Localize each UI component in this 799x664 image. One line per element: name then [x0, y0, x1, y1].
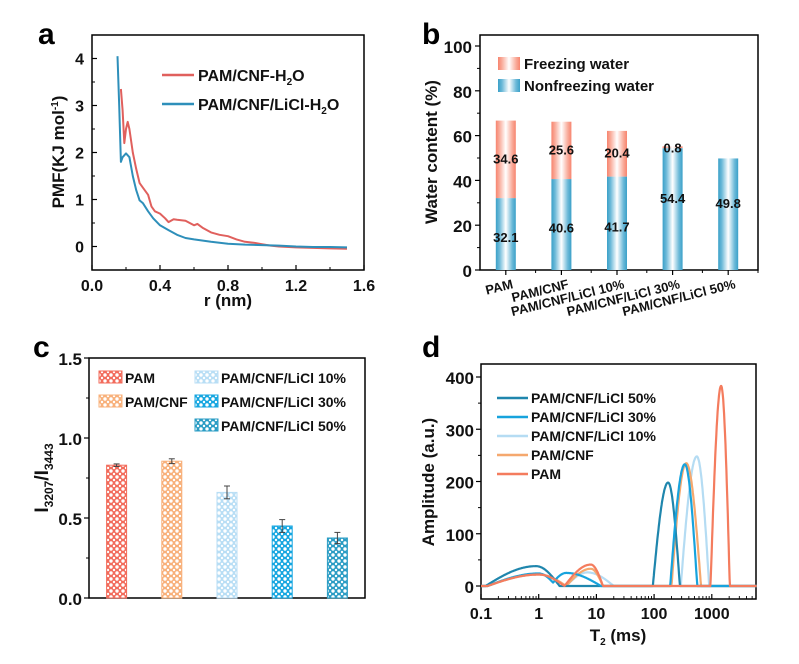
legend-d-label: PAM/CNF/LiCl 30%	[531, 409, 657, 425]
legend-b-label-freezing: Freezing water	[524, 56, 629, 73]
chart-b-legend: Freezing water Nonfreezing water	[498, 56, 654, 95]
chart-d-ylabel: Amplitude (a.u.)	[419, 418, 438, 546]
chart-c-legend: PAM PAM/CNF PAM/CNF/LiCl 10% PAM/CNF/LiCl 3…	[98, 370, 347, 434]
chart-d-xtick-label: 1000	[694, 606, 730, 623]
chart-d-ytick-label: 0	[465, 578, 474, 597]
chart-d-series-line-0	[480, 481, 758, 588]
chart-d-xtick-label: 0.1	[470, 606, 492, 623]
legend-c-label: PAM/CNF/LiCl 10%	[221, 370, 347, 386]
chart-a-ytick-label: 0	[75, 240, 84, 257]
chart-d-legend: PAM/CNF/LiCl 50% PAM/CNF/LiCl 30% PAM/CNF/…	[497, 390, 657, 482]
chart-c-ytick-label: 0.5	[58, 510, 82, 529]
chart-a-ytick-label: 2	[75, 146, 84, 163]
chart-b-ytick-label: 100	[444, 38, 472, 57]
legend-c-swatch	[194, 394, 219, 408]
chart-b-bar-nonfreezing	[551, 179, 572, 270]
chart-d-ytick-label: 200	[446, 474, 474, 493]
chart-a-xtick-label: 0.4	[149, 278, 171, 295]
chart-c-bar	[326, 537, 348, 599]
chart-a-pmf: 0.0 0.4 0.8 1.2 1.6 0 1 2 3 4 PAM/CNF-H2O PAM/CNF…	[49, 34, 375, 310]
chart-b-bar-nonfreezing	[718, 158, 739, 270]
legend-a-label-1: PAM/CNF/LiCl-H2O	[198, 97, 339, 117]
chart-b-data-label-nonfreezing: 49.8	[716, 196, 741, 211]
chart-b-ytick-label: 0	[463, 262, 472, 281]
chart-d-t2-distribution: 0.1 1 10 100 1000 0 100 200 300 400 PAM/CNF/LiCl …	[419, 363, 758, 648]
chart-a-xtick-label: 1.6	[353, 278, 375, 295]
chart-d-series-line-4	[480, 384, 758, 588]
chart-a-xlabel: r (nm)	[204, 291, 252, 310]
chart-b-bar-freezing	[662, 146, 683, 149]
chart-d-xtick-label: 10	[588, 606, 606, 623]
legend-c-swatch	[98, 370, 123, 384]
chart-b-bar-freezing	[607, 130, 627, 177]
chart-b-ylabel: Water content (%)	[422, 80, 441, 224]
legend-c-swatch	[98, 394, 123, 408]
chart-b-data-label-freezing: 25.6	[549, 142, 574, 157]
chart-b-data-label-freezing: 0.8	[664, 140, 682, 155]
chart-b-data-label-nonfreezing: 40.6	[549, 221, 574, 236]
legend-d-label: PAM/CNF/LiCl 50%	[531, 390, 657, 406]
chart-a-ytick-label: 4	[75, 52, 84, 69]
chart-a-xtick-label: 0.0	[81, 278, 103, 295]
chart-d-ytick-label: 300	[446, 421, 474, 440]
chart-b-data-label-nonfreezing: 41.7	[604, 219, 629, 234]
chart-a-ylabel: PMF(KJ mol-1)	[49, 96, 68, 209]
legend-b-swatch-nonfreezing	[498, 79, 520, 92]
chart-b-data-label-freezing: 34.6	[493, 151, 518, 166]
chart-b-ytick-label: 40	[453, 172, 472, 191]
legend-b-swatch-freezing	[498, 57, 520, 70]
chart-a-ytick-label: 1	[75, 193, 84, 210]
chart-d-xtick-label: 1	[534, 606, 543, 623]
legend-d-label: PAM/CNF/LiCl 10%	[531, 428, 657, 444]
legend-a-label-0: PAM/CNF-H2O	[198, 68, 305, 88]
chart-d-ytick-label: 400	[446, 369, 474, 388]
chart-b-bar-nonfreezing	[607, 176, 627, 270]
chart-c-bar	[271, 525, 293, 599]
legend-b-label-nonfreezing: Nonfreezing water	[524, 78, 654, 95]
chart-c-ylabel: I3207/I3443	[32, 443, 56, 513]
legend-c-swatch	[194, 418, 219, 432]
legend-c-label: PAM/CNF/LiCl 50%	[221, 418, 347, 434]
chart-b-xtick-label: PAM	[484, 276, 515, 297]
chart-a-xtick-label: 1.2	[285, 278, 307, 295]
chart-c-ytick-label: 1.0	[58, 430, 82, 449]
chart-b-bar-nonfreezing	[662, 148, 683, 270]
chart-d-xtick-label: 100	[641, 606, 668, 623]
legend-c-label: PAM/CNF/LiCl 30%	[221, 394, 347, 410]
panel-label-b: b	[422, 18, 440, 51]
legend-d-label: PAM/CNF	[531, 447, 594, 463]
legend-d-label: PAM	[531, 466, 561, 482]
panel-label-c: c	[33, 331, 50, 364]
panel-label-d: d	[422, 331, 440, 364]
chart-c-ytick-label: 0.0	[58, 590, 82, 609]
chart-b-ytick-label: 60	[453, 128, 472, 147]
chart-a-xtick-label: 0.8	[217, 278, 239, 295]
legend-c-swatch	[194, 370, 219, 384]
chart-c-ytick-label: 1.5	[58, 350, 82, 369]
legend-c-label: PAM/CNF	[125, 394, 188, 410]
chart-b-bar-freezing	[551, 121, 572, 180]
chart-c-bar	[216, 491, 238, 599]
chart-b-ytick-label: 80	[453, 83, 472, 102]
chart-c-bar	[106, 464, 128, 599]
chart-b-data-label-nonfreezing: 54.4	[660, 191, 686, 206]
panel-label-a: a	[38, 18, 55, 51]
chart-b-data-label-freezing: 20.4	[604, 146, 630, 161]
chart-c-bar	[161, 460, 183, 599]
chart-b-ytick-label: 20	[453, 217, 472, 236]
chart-d-ytick-label: 100	[446, 526, 474, 545]
chart-a-ytick-label: 3	[75, 99, 84, 116]
chart-d-xlabel: T2 (ms)	[590, 626, 647, 648]
legend-c-label: PAM	[125, 370, 155, 386]
chart-a-legend: PAM/CNF-H2O PAM/CNF/LiCl-H2O	[162, 68, 339, 117]
chart-b-bar-freezing	[495, 120, 516, 199]
chart-b-bar-nonfreezing	[495, 198, 516, 270]
chart-b-data-label-nonfreezing: 32.1	[493, 230, 518, 245]
chart-a-series-line-1	[116, 56, 348, 249]
